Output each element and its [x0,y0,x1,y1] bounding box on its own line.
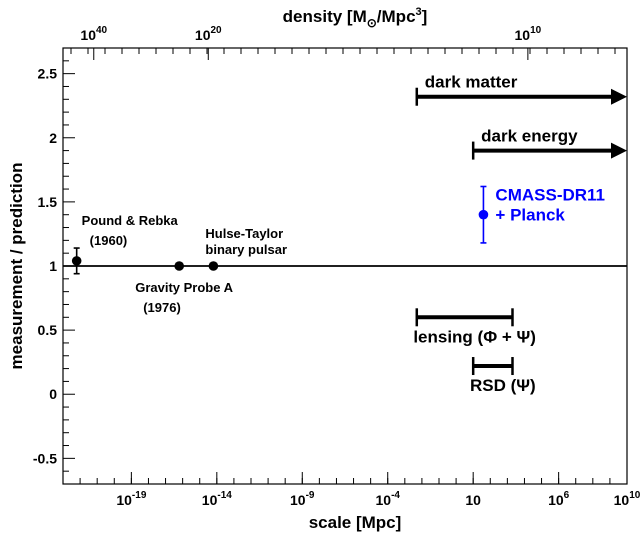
range-label: RSD (Ψ) [470,376,536,395]
data-point [71,256,82,266]
point-label: binary pulsar [205,242,287,257]
range-arrowhead [611,142,627,159]
y-tick-label: 0 [49,386,57,402]
y-tick-label: -0.5 [33,450,57,466]
range-label: dark matter [425,73,518,92]
range-label: dark energy [481,127,578,146]
top-tick-label: 1010 [515,25,542,43]
y-tick-label: 0.5 [38,322,58,338]
top-tick-label: 1040 [80,25,107,43]
point-label: (1960) [90,233,128,248]
point-label: (1976) [143,300,181,315]
y-tick-label: 2.5 [38,66,58,82]
x-tick-label: 106 [548,490,570,508]
data-point [174,261,185,271]
top-axis-title: density [M⊙/Mpc3] [283,6,428,30]
point-label: + Planck [495,206,565,225]
point-label: Pound & Rebka [82,213,179,228]
y-axis-title: measurement / prediction [7,163,26,370]
x-tick-label: 10-19 [116,490,146,508]
x-tick-label: 10 [465,492,481,508]
y-tick-label: 1.5 [38,194,58,210]
range-label: lensing (Φ + Ψ) [413,327,536,346]
point-label: Gravity Probe A [135,280,233,295]
point-label: Hulse-Taylor [205,226,283,241]
range-arrowhead [611,88,627,105]
x-axis-title: scale [Mpc] [309,513,402,532]
y-tick-label: 1 [49,258,57,274]
x-tick-label: 10-9 [290,490,315,508]
x-tick-label: 1010 [614,490,641,508]
y-tick-label: 2 [49,130,57,146]
point-label: CMASS-DR11 [495,186,605,205]
top-tick-label: 1020 [195,25,222,43]
data-point [208,261,219,271]
data-point [478,209,489,220]
x-tick-label: 10-14 [202,490,232,508]
x-tick-label: 10-4 [375,490,400,508]
